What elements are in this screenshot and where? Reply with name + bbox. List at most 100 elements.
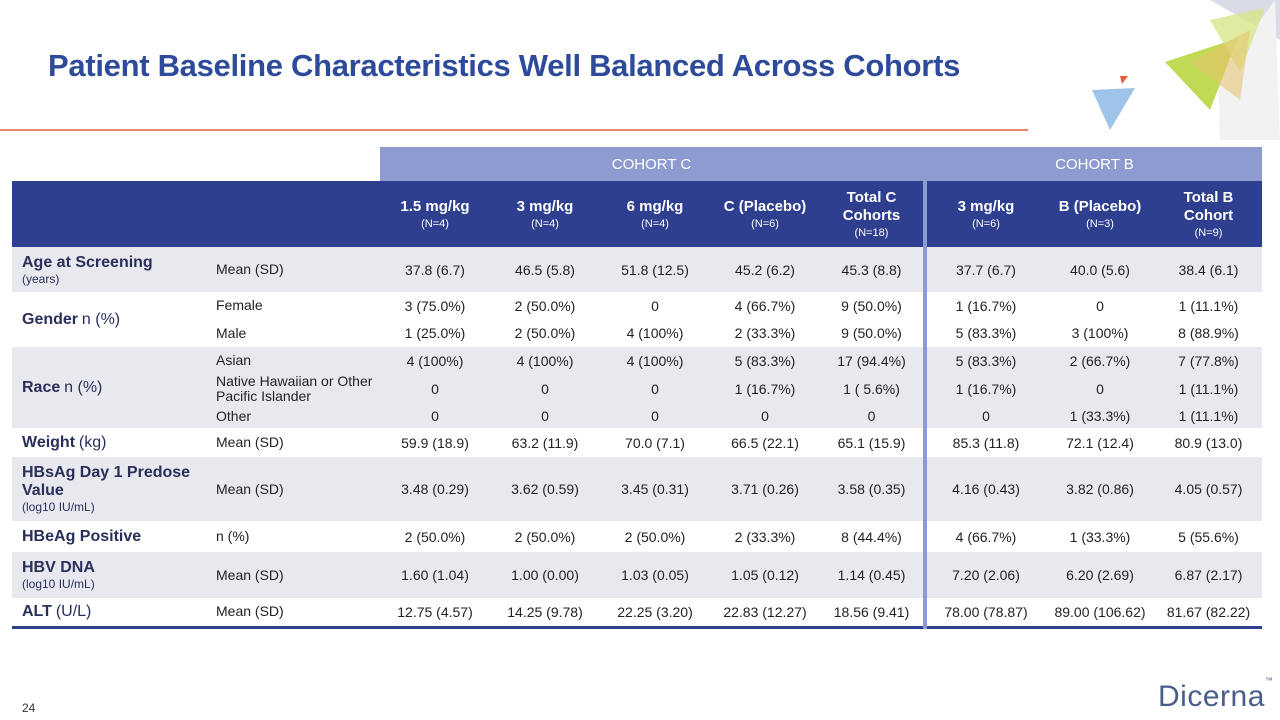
column-header: B (Placebo) (N=3) — [1045, 181, 1155, 247]
value-cell: 0 — [820, 404, 925, 428]
value-cell: 3.48 (0.29) — [380, 457, 490, 521]
column-n: (N=6) — [972, 218, 1000, 230]
unit: (log10 IU/mL) — [22, 577, 95, 591]
value-cell: 59.9 (18.9) — [401, 434, 469, 451]
value-cell: 2 (50.0%) — [514, 325, 576, 341]
stat-label: Male — [216, 324, 247, 341]
table-row: Native Hawaiian or Other Pacific Islande… — [12, 374, 1262, 404]
triangle — [1092, 88, 1135, 130]
column-name: 6 mg/kg — [626, 198, 684, 215]
value-cell: 1 (11.1%) — [1155, 404, 1262, 428]
stat-label: Asian — [202, 347, 380, 374]
column-name: 3 mg/kg — [516, 198, 574, 215]
value-cell: 63.2 (11.9) — [511, 434, 579, 451]
column-header: 3 mg/kg (N=4) — [490, 181, 600, 247]
value-cell: 18.56 (9.41) — [820, 598, 925, 629]
label: ALT — [22, 602, 52, 620]
table-row: Race n (%) Asian 4 (100%) 4 (100%) 4 (100%) 5… — [12, 347, 1262, 428]
value-cell: 51.8 (12.5) — [600, 247, 710, 292]
blank-cell — [12, 181, 380, 247]
row-label: ALT (U/L) — [12, 598, 202, 629]
value-cell: 37.8 (6.7) — [380, 247, 490, 292]
value-cell: 5 (83.3%) — [923, 347, 1045, 374]
value-cell: 2 (66.7%) — [1045, 347, 1155, 374]
column-header: C (Placebo) (N=6) — [710, 181, 820, 247]
table-row: ALT (U/L) Mean (SD) 12.75 (4.57) 14.25 (9.7… — [12, 598, 1262, 629]
stat-label: Female — [216, 297, 263, 313]
title: Patient Baseline Characteristics Well Ba… — [48, 48, 961, 83]
value-cell: 3 (75.0%) — [404, 297, 466, 314]
column-name: Total C Cohorts — [842, 189, 901, 224]
table-row: HBeAg Positive n (%) 2 (50.0%) 2 (50.0%) 2 (… — [12, 521, 1262, 552]
table-row: HBV DNA (log10 IU/mL) Mean (SD) 1.60 (1.04)… — [12, 552, 1262, 598]
value-cell: 46.5 (5.8) — [490, 247, 600, 292]
value-cell: 0 — [710, 404, 820, 428]
value-cell: 1.14 (0.45) — [820, 552, 925, 598]
value-cell: 5 (83.3%) — [923, 319, 1045, 347]
value-cell: 3.71 (0.26) — [710, 457, 820, 521]
triangle — [1120, 76, 1128, 84]
value-cell: 6.87 (2.17) — [1155, 552, 1262, 598]
column-header: Total B Cohort (N=9) — [1155, 181, 1262, 247]
divider — [0, 129, 1028, 131]
row-label: HBV DNA (log10 IU/mL) — [12, 552, 202, 598]
value-cell: 3.62 (0.59) — [490, 457, 600, 521]
row-label: HBeAg Positive — [12, 521, 202, 552]
value-cell: 1.03 (0.05) — [600, 552, 710, 598]
row-label: Weight (kg) — [12, 428, 202, 457]
value-cell: 5 (55.6%) — [1178, 528, 1239, 545]
table-row: Age at Screening (years) Mean (SD) 37.8 (6.… — [12, 247, 1262, 292]
value-cell: 4 (100%) — [600, 347, 710, 374]
value-cell: 2 (33.3%) — [734, 528, 796, 545]
stat-label: Mean (SD) — [202, 457, 380, 521]
value-cell: 22.25 (3.20) — [600, 598, 710, 629]
unit: (log10 IU/mL) — [22, 500, 95, 514]
value-cell: 3.58 (0.35) — [820, 457, 925, 521]
value-cell: 4 (100%) — [380, 347, 490, 374]
column-name: B (Placebo) — [1058, 198, 1142, 215]
value-cell: 4.05 (0.57) — [1155, 457, 1262, 521]
row-label: Gender n (%) — [12, 292, 202, 347]
value-cell: 40.0 (5.6) — [1045, 247, 1155, 292]
column-n: (N=3) — [1086, 218, 1114, 230]
label: HBsAg Day 1 Predose Value — [22, 464, 191, 499]
column-n: (N=4) — [421, 218, 449, 230]
value-cell: 0 — [923, 404, 1045, 428]
value-cell: 72.1 (12.4) — [1066, 434, 1134, 451]
value-cell: 0 — [490, 374, 600, 404]
page-number: 24 — [22, 701, 36, 715]
column-name: Total B Cohort — [1183, 189, 1234, 224]
value-cell: 85.3 (11.8) — [923, 428, 1045, 457]
label-suffix: (kg) — [78, 433, 107, 451]
value-cell: 3 (100%) — [1071, 325, 1129, 341]
value-cell: 1 (16.7%) — [923, 374, 1045, 404]
value-cell: 9 (50.0%) — [841, 325, 902, 341]
label: HBeAg Positive — [22, 527, 142, 545]
value-cell: 0 — [380, 374, 490, 404]
value-cell: 6.20 (2.69) — [1045, 552, 1155, 598]
column-n: (N=6) — [751, 218, 779, 230]
table-row: Gender n (%) Female 3 (75.0%) 2 (50.0%) 0 4 (… — [12, 292, 1262, 328]
triangle — [1190, 30, 1250, 100]
value-cell: 0 — [1096, 297, 1104, 314]
table-row: Male 1 (25.0%) 2 (50.0%) 4 (100%) 2 (33.3%) 9… — [12, 319, 1262, 347]
value-cell: 2 (50.0%) — [514, 528, 576, 545]
value-cell: 2 (50.0%) — [404, 528, 466, 545]
stat-label: Mean (SD) — [202, 598, 380, 629]
value-cell: 78.00 (78.87) — [923, 598, 1045, 629]
value-cell: 4.16 (0.43) — [923, 457, 1045, 521]
stat-label: Mean (SD) — [216, 434, 284, 450]
value-cell: 4 (100%) — [626, 325, 684, 341]
group-header: COHORT B — [923, 147, 1262, 181]
value-cell: 1.60 (1.04) — [380, 552, 490, 598]
value-cell: 70.0 (7.1) — [625, 434, 685, 451]
value-cell: 0 — [490, 404, 600, 428]
group-header: COHORT C — [380, 147, 925, 181]
column-n: (N=18) — [854, 227, 889, 239]
value-cell: 81.67 (82.22) — [1155, 598, 1262, 629]
value-cell: 1 (16.7%) — [923, 292, 1045, 319]
value-cell: 17 (94.4%) — [820, 347, 925, 374]
value-cell: 66.5 (22.1) — [731, 434, 799, 451]
value-cell: 7 (77.8%) — [1155, 347, 1262, 374]
